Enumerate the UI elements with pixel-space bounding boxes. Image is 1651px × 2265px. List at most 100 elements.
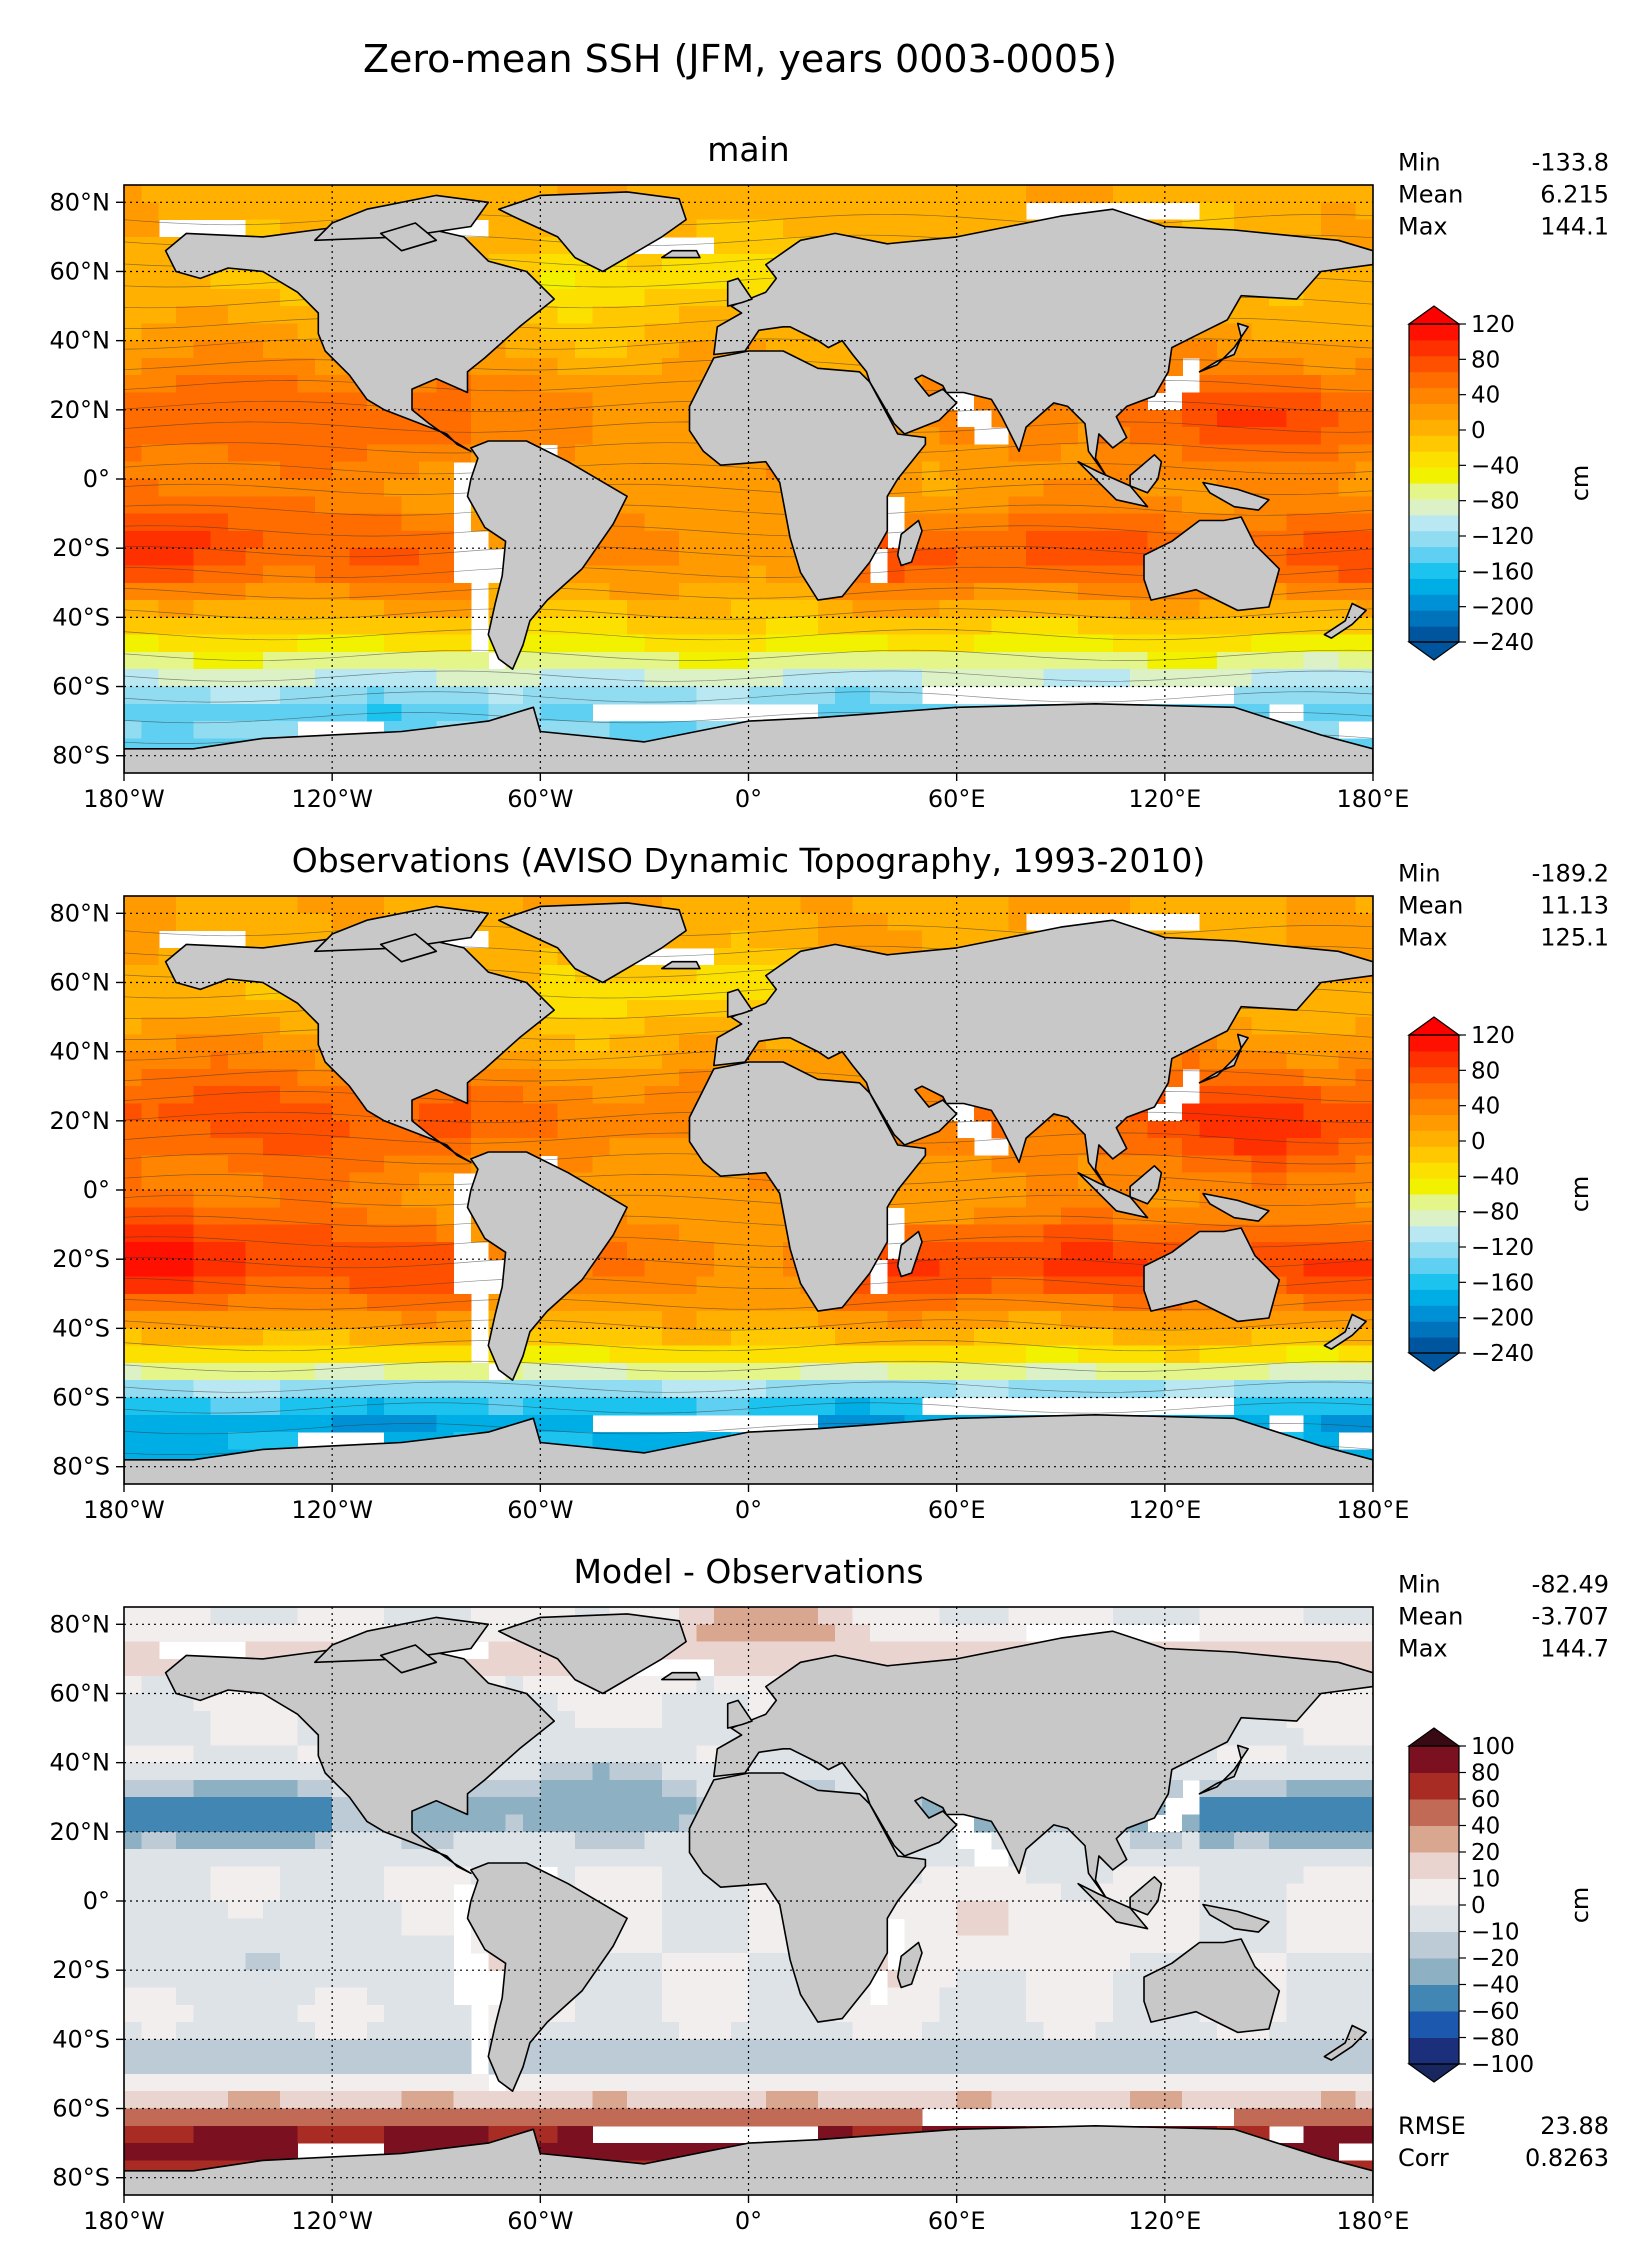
gridlines: [124, 896, 1373, 1484]
colorbar-tick-label: 0: [1471, 1129, 1486, 1155]
colorbar-segment: [1409, 1337, 1459, 1354]
colorbar-segment: [1409, 1257, 1459, 1274]
colorbar-segment: [1409, 626, 1459, 643]
y-tick-label: 0°: [83, 465, 110, 493]
stat-label: Max: [1398, 924, 1448, 952]
colorbar-tick-label: −200: [1471, 595, 1534, 621]
x-tick-label: 180°W: [83, 785, 165, 813]
y-tick-label: 40°N: [50, 1749, 111, 1777]
colorbar-segment: [1409, 1035, 1459, 1052]
colorbar-segment: [1409, 1209, 1459, 1227]
x-tick-label: 60°W: [507, 1496, 573, 1524]
colorbar-segment: [1409, 1772, 1459, 1800]
colorbar-segment: [1409, 419, 1459, 436]
stats-box: Min -133.8 Mean 6.215 Max 144.1: [1398, 149, 1609, 241]
colorbar-segment: [1409, 1178, 1459, 1195]
map-area: [124, 896, 1373, 1484]
colorbar-segment: [1409, 514, 1459, 532]
colorbar-tick-label: −40: [1471, 1973, 1520, 1999]
colorbar-tick-label: −160: [1471, 559, 1534, 585]
colorbar-segment: [1409, 1241, 1459, 1259]
colorbar-segment: [1409, 1146, 1459, 1163]
colorbar-tick-label: −40: [1471, 453, 1520, 479]
colorbar-segment: [1409, 594, 1459, 611]
stat-label: Max: [1398, 213, 1448, 241]
stat-value: -82.49: [1532, 1571, 1609, 1599]
colorbar-tick-label: 20: [1471, 1840, 1500, 1866]
panel-3: Model - Observations 180°W 120°W 60°W 0° 60°E…: [50, 1552, 1610, 2235]
colorbar-segment: [1409, 324, 1459, 341]
y-tick-label: 60°N: [50, 1679, 111, 1707]
colorbar-segment: [1409, 578, 1459, 595]
colorbar-tick-label: −80: [1471, 1200, 1520, 1226]
gridlines: [124, 1607, 1373, 2195]
y-tick-label: 40°N: [50, 1038, 111, 1066]
colorbar-segment: [1409, 1305, 1459, 1322]
y-tick-label: 80°N: [50, 188, 111, 216]
x-tick-label: 120°W: [291, 1496, 373, 1524]
y-tick-label: 40°S: [52, 2025, 110, 2053]
colorbar-frame: [1408, 323, 1460, 643]
colorbar-segment: [1409, 1130, 1459, 1147]
stat-value: 11.13: [1540, 892, 1609, 920]
colorbar-segment: [1409, 1984, 1459, 2012]
colorbar-under-extend: [1407, 641, 1461, 661]
colorbar-tick-label: 40: [1471, 1814, 1500, 1840]
colorbar-segment: [1409, 562, 1459, 579]
panels: main 180°W 120°W 60°W 0° 60°E 120°E 180°E 80°N 60…: [50, 130, 1610, 2235]
y-axis-ticks: 80°N 60°N 40°N 20°N 0° 20°S 40°S 60°S 80°S: [50, 899, 124, 1481]
stat-value: 23.88: [1540, 2112, 1609, 2140]
stat-label: RMSE: [1398, 2112, 1466, 2140]
y-tick-label: 20°N: [50, 396, 111, 424]
map-area: [124, 185, 1373, 773]
colorbar-segment: [1409, 1225, 1459, 1243]
colorbar-tick-label: 80: [1471, 1761, 1500, 1787]
colorbar-segment: [1409, 1321, 1459, 1338]
y-tick-label: 40°S: [52, 603, 110, 631]
colorbar-tick-label: −100: [1471, 2052, 1534, 2078]
x-tick-label: 60°E: [928, 1496, 986, 1524]
colorbar-segment: [1409, 1852, 1459, 1879]
error-stats: RMSE 23.88 Corr 0.8263: [1398, 2112, 1609, 2172]
y-axis-ticks: 80°N 60°N 40°N 20°N 0° 20°S 40°S 60°S 80°S: [50, 1610, 124, 2192]
colorbar-segment: [1409, 467, 1459, 484]
y-tick-label: 0°: [83, 1887, 110, 1915]
stat-value: -189.2: [1532, 860, 1609, 888]
y-tick-label: 80°S: [52, 742, 110, 770]
stat-label: Min: [1398, 1571, 1441, 1599]
colorbar-segment: [1409, 435, 1459, 452]
y-tick-label: 40°N: [50, 327, 111, 355]
y-axis-ticks: 80°N 60°N 40°N 20°N 0° 20°S 40°S 60°S 80°S: [50, 188, 124, 770]
y-tick-label: 20°S: [52, 534, 110, 562]
colorbar-tick-label: −200: [1471, 1306, 1534, 1332]
colorbar-segment: [1409, 546, 1459, 563]
y-tick-label: 60°N: [50, 257, 111, 285]
colorbar-tick-label: 80: [1471, 1058, 1500, 1084]
colorbar-tick-label: 40: [1471, 1094, 1500, 1120]
colorbar-segment: [1409, 610, 1459, 627]
colorbar-segment: [1409, 355, 1459, 373]
colorbar-segment: [1409, 1066, 1459, 1084]
stats-box: Min -82.49 Mean -3.707 Max 144.7: [1398, 1571, 1609, 1663]
colorbar-tick-label: −120: [1471, 524, 1534, 550]
stat-value: 0.8263: [1525, 2144, 1609, 2172]
colorbar-segment: [1409, 1194, 1459, 1211]
colorbar-segment: [1409, 1082, 1459, 1100]
colorbar-tick-label: 60: [1471, 1787, 1500, 1813]
colorbar-tick-label: −240: [1471, 1341, 1534, 1367]
x-tick-label: 60°W: [507, 2207, 573, 2235]
map-area: [124, 1607, 1373, 2195]
colorbar-segment: [1409, 498, 1459, 516]
colorbar-tick-label: 0: [1471, 418, 1486, 444]
figure-suptitle: Zero-mean SSH (JFM, years 0003-0005): [363, 37, 1117, 81]
y-tick-label: 60°N: [50, 968, 111, 996]
x-tick-label: 60°E: [928, 785, 986, 813]
colorbar-tick-label: 80: [1471, 347, 1500, 373]
panel-2: Observations (AVISO Dynamic Topography, …: [50, 841, 1610, 1524]
colorbar-under-extend: [1407, 1352, 1461, 1372]
colorbar-segment: [1409, 1958, 1459, 1985]
colorbar-segment: [1409, 1905, 1459, 1932]
stat-value: 144.1: [1540, 213, 1609, 241]
panel-title: Observations (AVISO Dynamic Topography, …: [292, 841, 1205, 880]
